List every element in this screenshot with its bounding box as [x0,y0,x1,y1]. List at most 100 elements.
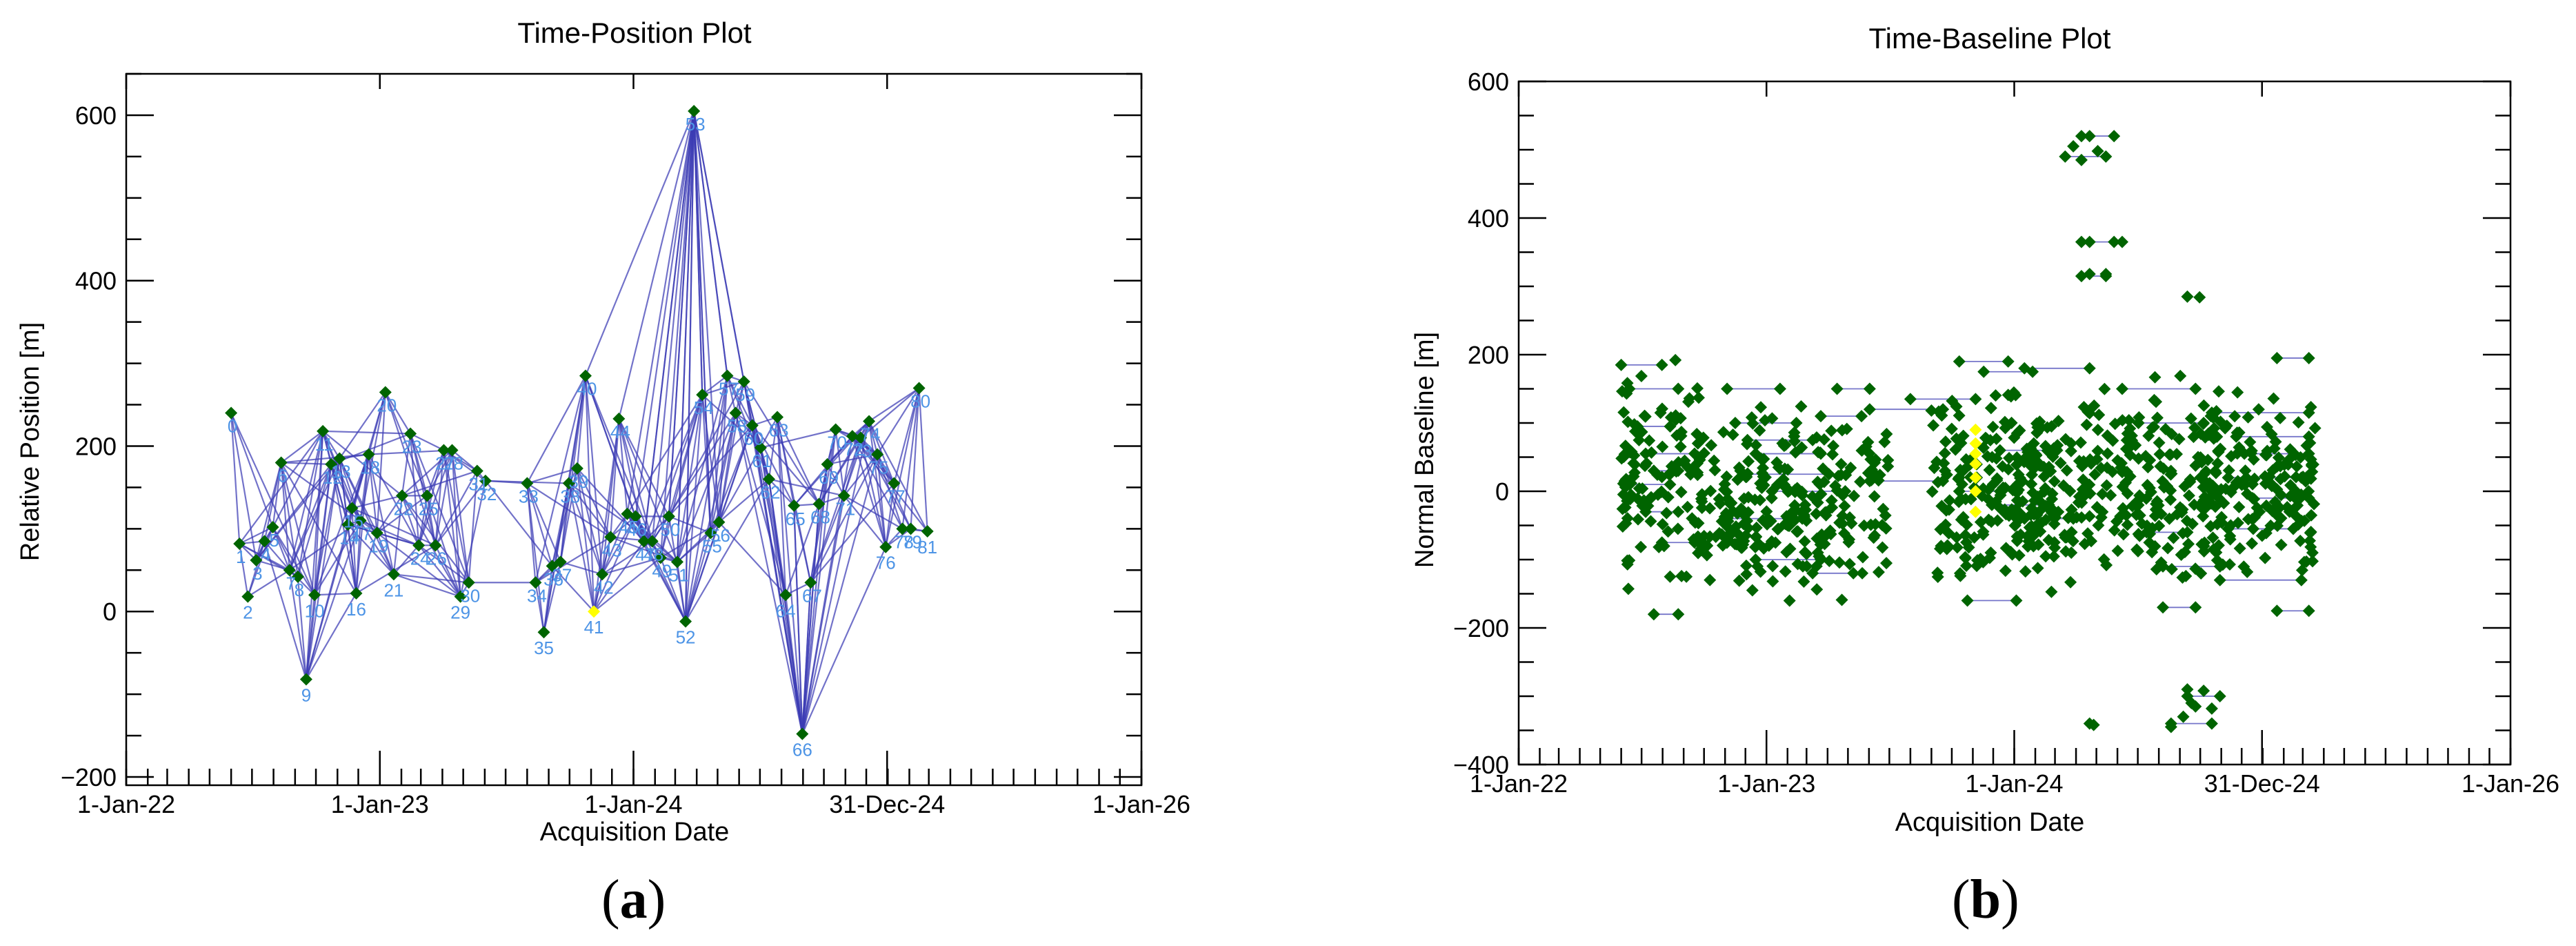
acquisition-point [462,576,475,589]
chart-a-y-tick-labels: −200 0 200 400 600 [61,101,117,791]
network-link [401,495,420,546]
interferogram-point [1656,518,1669,531]
interferogram-point [2130,543,2144,556]
acquisition-index-label: 46 [627,519,647,540]
acquisition-index-label: 27 [435,453,455,473]
interferogram-point [1837,527,1850,540]
network-link [230,413,241,544]
interferogram-point [2212,385,2225,398]
network-link [368,454,395,575]
interferogram-point [2182,489,2195,502]
interferogram-point [1750,521,1763,534]
network-link [384,391,412,435]
network-link [593,557,661,613]
interferogram-point [2173,433,2186,446]
interferogram-point [2308,422,2322,435]
interferogram-point [2003,451,2016,464]
network-link [668,515,711,534]
network-link [701,375,728,396]
interferogram-point [1812,446,1825,459]
interferogram-point [2248,472,2261,485]
interferogram-point [1847,566,1860,580]
x-tick-label: 1-Jan-22 [1470,769,1568,798]
network-link [826,464,845,496]
network-link [376,495,403,533]
acquisition-point [537,626,550,639]
x-tick-label: 1-Jan-22 [77,790,175,818]
network-link [281,462,332,465]
interferogram-point [1814,410,1827,423]
interferogram-point [2024,453,2037,466]
network-link [376,532,395,575]
chart-b-points [1615,130,2322,733]
interferogram-point [1655,402,1668,415]
network-link [560,561,603,575]
y-tick-label: 400 [1468,204,1509,233]
network-link [230,413,257,561]
acquisition-index-label: 58 [727,416,747,437]
interferogram-point [1869,453,1882,466]
interferogram-point [1760,505,1773,518]
x-tick-label: 1-Jan-24 [584,790,682,818]
network-link [288,569,315,596]
acquisition-index-label: 63 [769,420,789,441]
interferogram-point [1872,474,1885,487]
acquisition-point [596,568,609,581]
interferogram-point [1621,494,1634,507]
acquisition-point [274,456,288,469]
acquisition-index-label: 31 [468,473,488,494]
interferogram-point [2008,519,2021,532]
interferogram-point [1994,489,2007,502]
interferogram-point [2201,453,2215,466]
acquisition-point [721,369,734,382]
network-link [859,437,887,547]
interferogram-point [1616,502,1629,515]
interferogram-point [2246,537,2259,550]
acquisition-index-label: 3 [252,563,262,584]
network-link [459,480,486,597]
acquisition-point [829,423,842,436]
network-link [272,431,324,528]
acquisition-index-label: 40 [577,379,597,400]
interferogram-point [1778,462,1791,475]
network-link [626,110,695,514]
interferogram-point [1764,515,1777,528]
interferogram-point [1788,483,1801,496]
interferogram-point [1977,525,1990,538]
interferogram-point [2302,351,2315,364]
interferogram-point [2208,464,2221,477]
interferogram-point [1683,392,1696,405]
interferogram-point [2189,382,2202,395]
interferogram-point [1726,428,1739,442]
acquisition-point [446,444,459,457]
interferogram-point [2274,411,2287,424]
network-link [643,394,703,542]
interferogram-point [2195,538,2208,551]
acquisition-point [854,431,867,444]
acquisition-index-label: 78 [894,531,914,552]
network-link [868,420,928,532]
acquisition-index-label: 15 [343,511,363,531]
interferogram-point [2199,431,2212,444]
network-link [351,508,357,593]
acquisition-point [912,382,926,395]
y-tick-label: 200 [1468,341,1509,369]
interferogram-point [1750,530,1763,543]
interferogram-point [1833,556,1846,569]
network-link [777,417,820,504]
interferogram-point [2197,468,2210,481]
acquisition-point [437,444,450,457]
interferogram-point [1621,512,1634,525]
acquisition-index-label: 8 [294,580,304,600]
interferogram-point [2270,604,2284,618]
interferogram-point [1708,464,1721,477]
interferogram-point [1795,400,1808,413]
interferogram-point [2048,541,2061,554]
network-link [601,557,661,575]
network-link [239,543,249,597]
interferogram-point [2300,439,2313,452]
network-link [893,388,920,484]
interferogram-point [2010,458,2023,471]
interferogram-point [1766,575,1779,588]
interferogram-point [1697,529,1710,542]
